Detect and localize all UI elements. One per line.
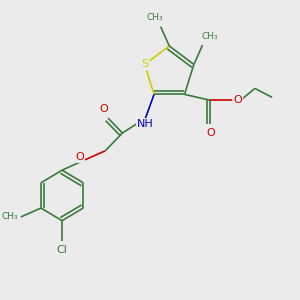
Text: NH: NH [137,119,154,129]
Text: CH₃: CH₃ [1,212,18,221]
Text: Cl: Cl [57,245,68,255]
Text: CH₃: CH₃ [201,32,218,41]
Text: O: O [233,95,242,105]
Text: O: O [99,104,108,114]
Text: S: S [141,59,148,70]
Text: O: O [206,128,215,138]
Text: O: O [75,152,84,162]
Text: CH₃: CH₃ [147,13,163,22]
